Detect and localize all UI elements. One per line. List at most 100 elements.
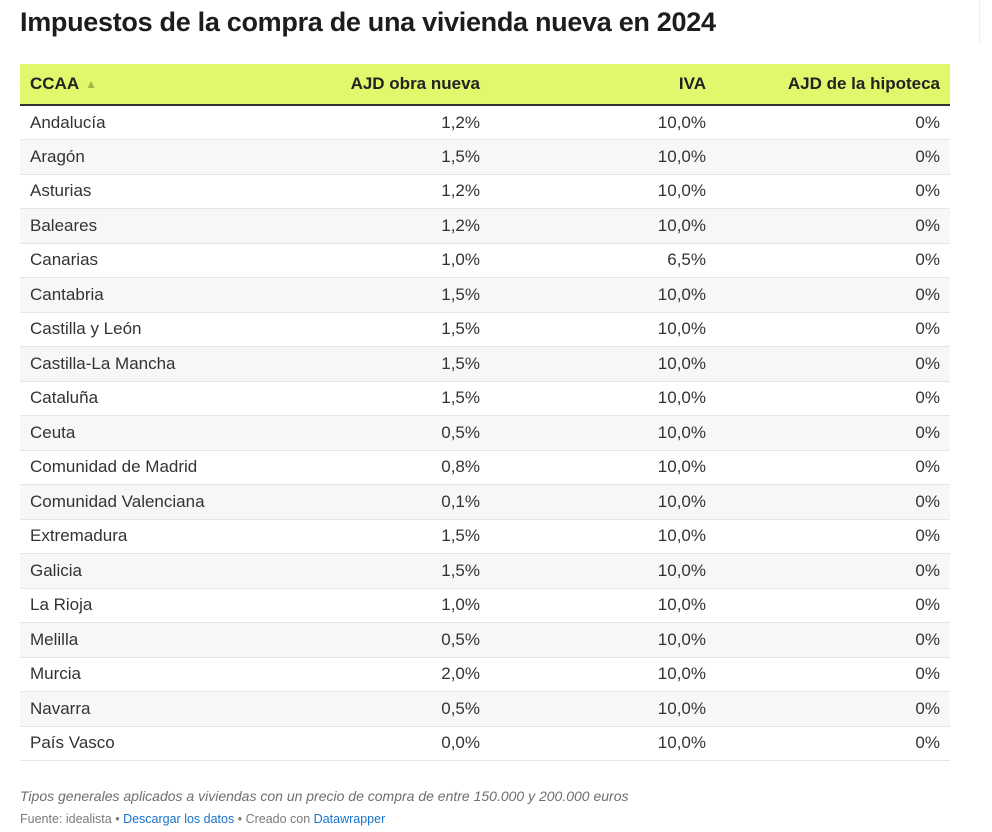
data-table: CCAA ▲ AJD obra nueva IVA AJD de la hipot… [20,64,950,761]
ccaa-cell: Baleares [20,208,260,244]
table-row: Ceuta 0,5% 10,0% 0% [20,415,950,451]
column-header-ccaa[interactable]: CCAA ▲ [20,64,260,106]
datawrapper-link[interactable]: Datawrapper [313,812,386,826]
iva-cell: 10,0% [490,622,716,658]
ajd-hipoteca-cell: 0% [716,622,950,658]
table-header-row: CCAA ▲ AJD obra nueva IVA AJD de la hipot… [20,64,950,106]
table-row: Galicia 1,5% 10,0% 0% [20,553,950,589]
column-header-iva[interactable]: IVA [490,64,716,106]
ccaa-cell: Melilla [20,622,260,658]
ajd-obra-nueva-cell: 1,2% [260,174,490,209]
table-row: Extremadura 1,5% 10,0% 0% [20,519,950,554]
ccaa-cell: Andalucía [20,105,260,140]
iva-cell: 6,5% [490,243,716,278]
ajd-hipoteca-cell: 0% [716,726,950,761]
ajd-hipoteca-cell: 0% [716,381,950,416]
iva-cell: 10,0% [490,519,716,554]
ajd-hipoteca-cell: 0% [716,519,950,554]
table-row: Murcia 2,0% 10,0% 0% [20,657,950,692]
iva-cell: 10,0% [490,346,716,382]
ajd-hipoteca-cell: 0% [716,312,950,347]
table-row: Castilla y León 1,5% 10,0% 0% [20,312,950,347]
ccaa-cell: Asturias [20,174,260,209]
table-row: Navarra 0,5% 10,0% 0% [20,691,950,727]
ajd-obra-nueva-cell: 1,5% [260,381,490,416]
ccaa-cell: La Rioja [20,588,260,623]
ajd-hipoteca-cell: 0% [716,553,950,589]
table-row: Cantabria 1,5% 10,0% 0% [20,277,950,313]
chart-footer: Fuente: idealista • Descargar los datos … [20,812,385,826]
ccaa-cell: Cantabria [20,277,260,313]
iva-cell: 10,0% [490,174,716,209]
ajd-obra-nueva-cell: 1,5% [260,139,490,175]
ajd-obra-nueva-cell: 1,2% [260,208,490,244]
ajd-hipoteca-cell: 0% [716,277,950,313]
ajd-hipoteca-cell: 0% [716,139,950,175]
ajd-obra-nueva-cell: 1,0% [260,243,490,278]
ccaa-cell: Canarias [20,243,260,278]
page-title: Impuestos de la compra de una vivienda n… [20,7,716,37]
ajd-obra-nueva-cell: 0,5% [260,622,490,658]
ajd-hipoteca-cell: 0% [716,105,950,140]
ajd-hipoteca-cell: 0% [716,691,950,727]
ajd-obra-nueva-cell: 1,5% [260,277,490,313]
table-row: Melilla 0,5% 10,0% 0% [20,622,950,658]
ajd-obra-nueva-cell: 0,1% [260,484,490,520]
column-header-ajd-obra-nueva[interactable]: AJD obra nueva [260,64,490,106]
ajd-hipoteca-cell: 0% [716,346,950,382]
scrollbar-stub [979,0,992,44]
created-with-label: Creado con [245,812,311,826]
iva-cell: 10,0% [490,553,716,589]
iva-cell: 10,0% [490,450,716,485]
table-row: Aragón 1,5% 10,0% 0% [20,139,950,175]
iva-cell: 10,0% [490,139,716,175]
ajd-obra-nueva-cell: 0,5% [260,691,490,727]
ajd-obra-nueva-cell: 1,5% [260,346,490,382]
table-body: Andalucía 1,2% 10,0% 0% Aragón 1,5% 10,0% 0% Ast… [20,105,950,761]
iva-cell: 10,0% [490,691,716,727]
table-row: Cataluña 1,5% 10,0% 0% [20,381,950,416]
ccaa-cell: Castilla y León [20,312,260,347]
ccaa-cell: País Vasco [20,726,260,761]
iva-cell: 10,0% [490,105,716,140]
ajd-obra-nueva-cell: 0,0% [260,726,490,761]
ccaa-cell: Extremadura [20,519,260,554]
ccaa-cell: Comunidad Valenciana [20,484,260,520]
ajd-obra-nueva-cell: 2,0% [260,657,490,692]
ajd-hipoteca-cell: 0% [716,415,950,451]
iva-cell: 10,0% [490,484,716,520]
ccaa-cell: Galicia [20,553,260,589]
table-row: Castilla-La Mancha 1,5% 10,0% 0% [20,346,950,382]
ajd-hipoteca-cell: 0% [716,484,950,520]
table-row: Comunidad Valenciana 0,1% 10,0% 0% [20,484,950,520]
ccaa-cell: Navarra [20,691,260,727]
table-row: País Vasco 0,0% 10,0% 0% [20,726,950,761]
ccaa-cell: Cataluña [20,381,260,416]
ccaa-cell: Murcia [20,657,260,692]
ajd-hipoteca-cell: 0% [716,588,950,623]
ajd-obra-nueva-cell: 1,2% [260,105,490,140]
download-data-link[interactable]: Descargar los datos [123,812,235,826]
table-row: Asturias 1,2% 10,0% 0% [20,174,950,209]
footer-separator: • [111,812,124,826]
table-row: Baleares 1,2% 10,0% 0% [20,208,950,244]
iva-cell: 10,0% [490,208,716,244]
ajd-obra-nueva-cell: 1,0% [260,588,490,623]
ajd-obra-nueva-cell: 0,5% [260,415,490,451]
column-header-label: CCAA [30,74,80,93]
iva-cell: 10,0% [490,657,716,692]
ajd-obra-nueva-cell: 1,5% [260,553,490,589]
sort-ascending-icon: ▲ [85,77,97,91]
iva-cell: 10,0% [490,415,716,451]
table-row: La Rioja 1,0% 10,0% 0% [20,588,950,623]
ajd-hipoteca-cell: 0% [716,208,950,244]
ajd-obra-nueva-cell: 0,8% [260,450,490,485]
ajd-hipoteca-cell: 0% [716,657,950,692]
column-header-ajd-hipoteca[interactable]: AJD de la hipoteca [716,64,950,106]
ajd-obra-nueva-cell: 1,5% [260,312,490,347]
ajd-obra-nueva-cell: 1,5% [260,519,490,554]
source-label: Fuente: idealista [20,812,112,826]
chart-notes: Tipos generales aplicados a viviendas co… [20,788,629,804]
table-row: Comunidad de Madrid 0,8% 10,0% 0% [20,450,950,485]
table-row: Canarias 1,0% 6,5% 0% [20,243,950,278]
